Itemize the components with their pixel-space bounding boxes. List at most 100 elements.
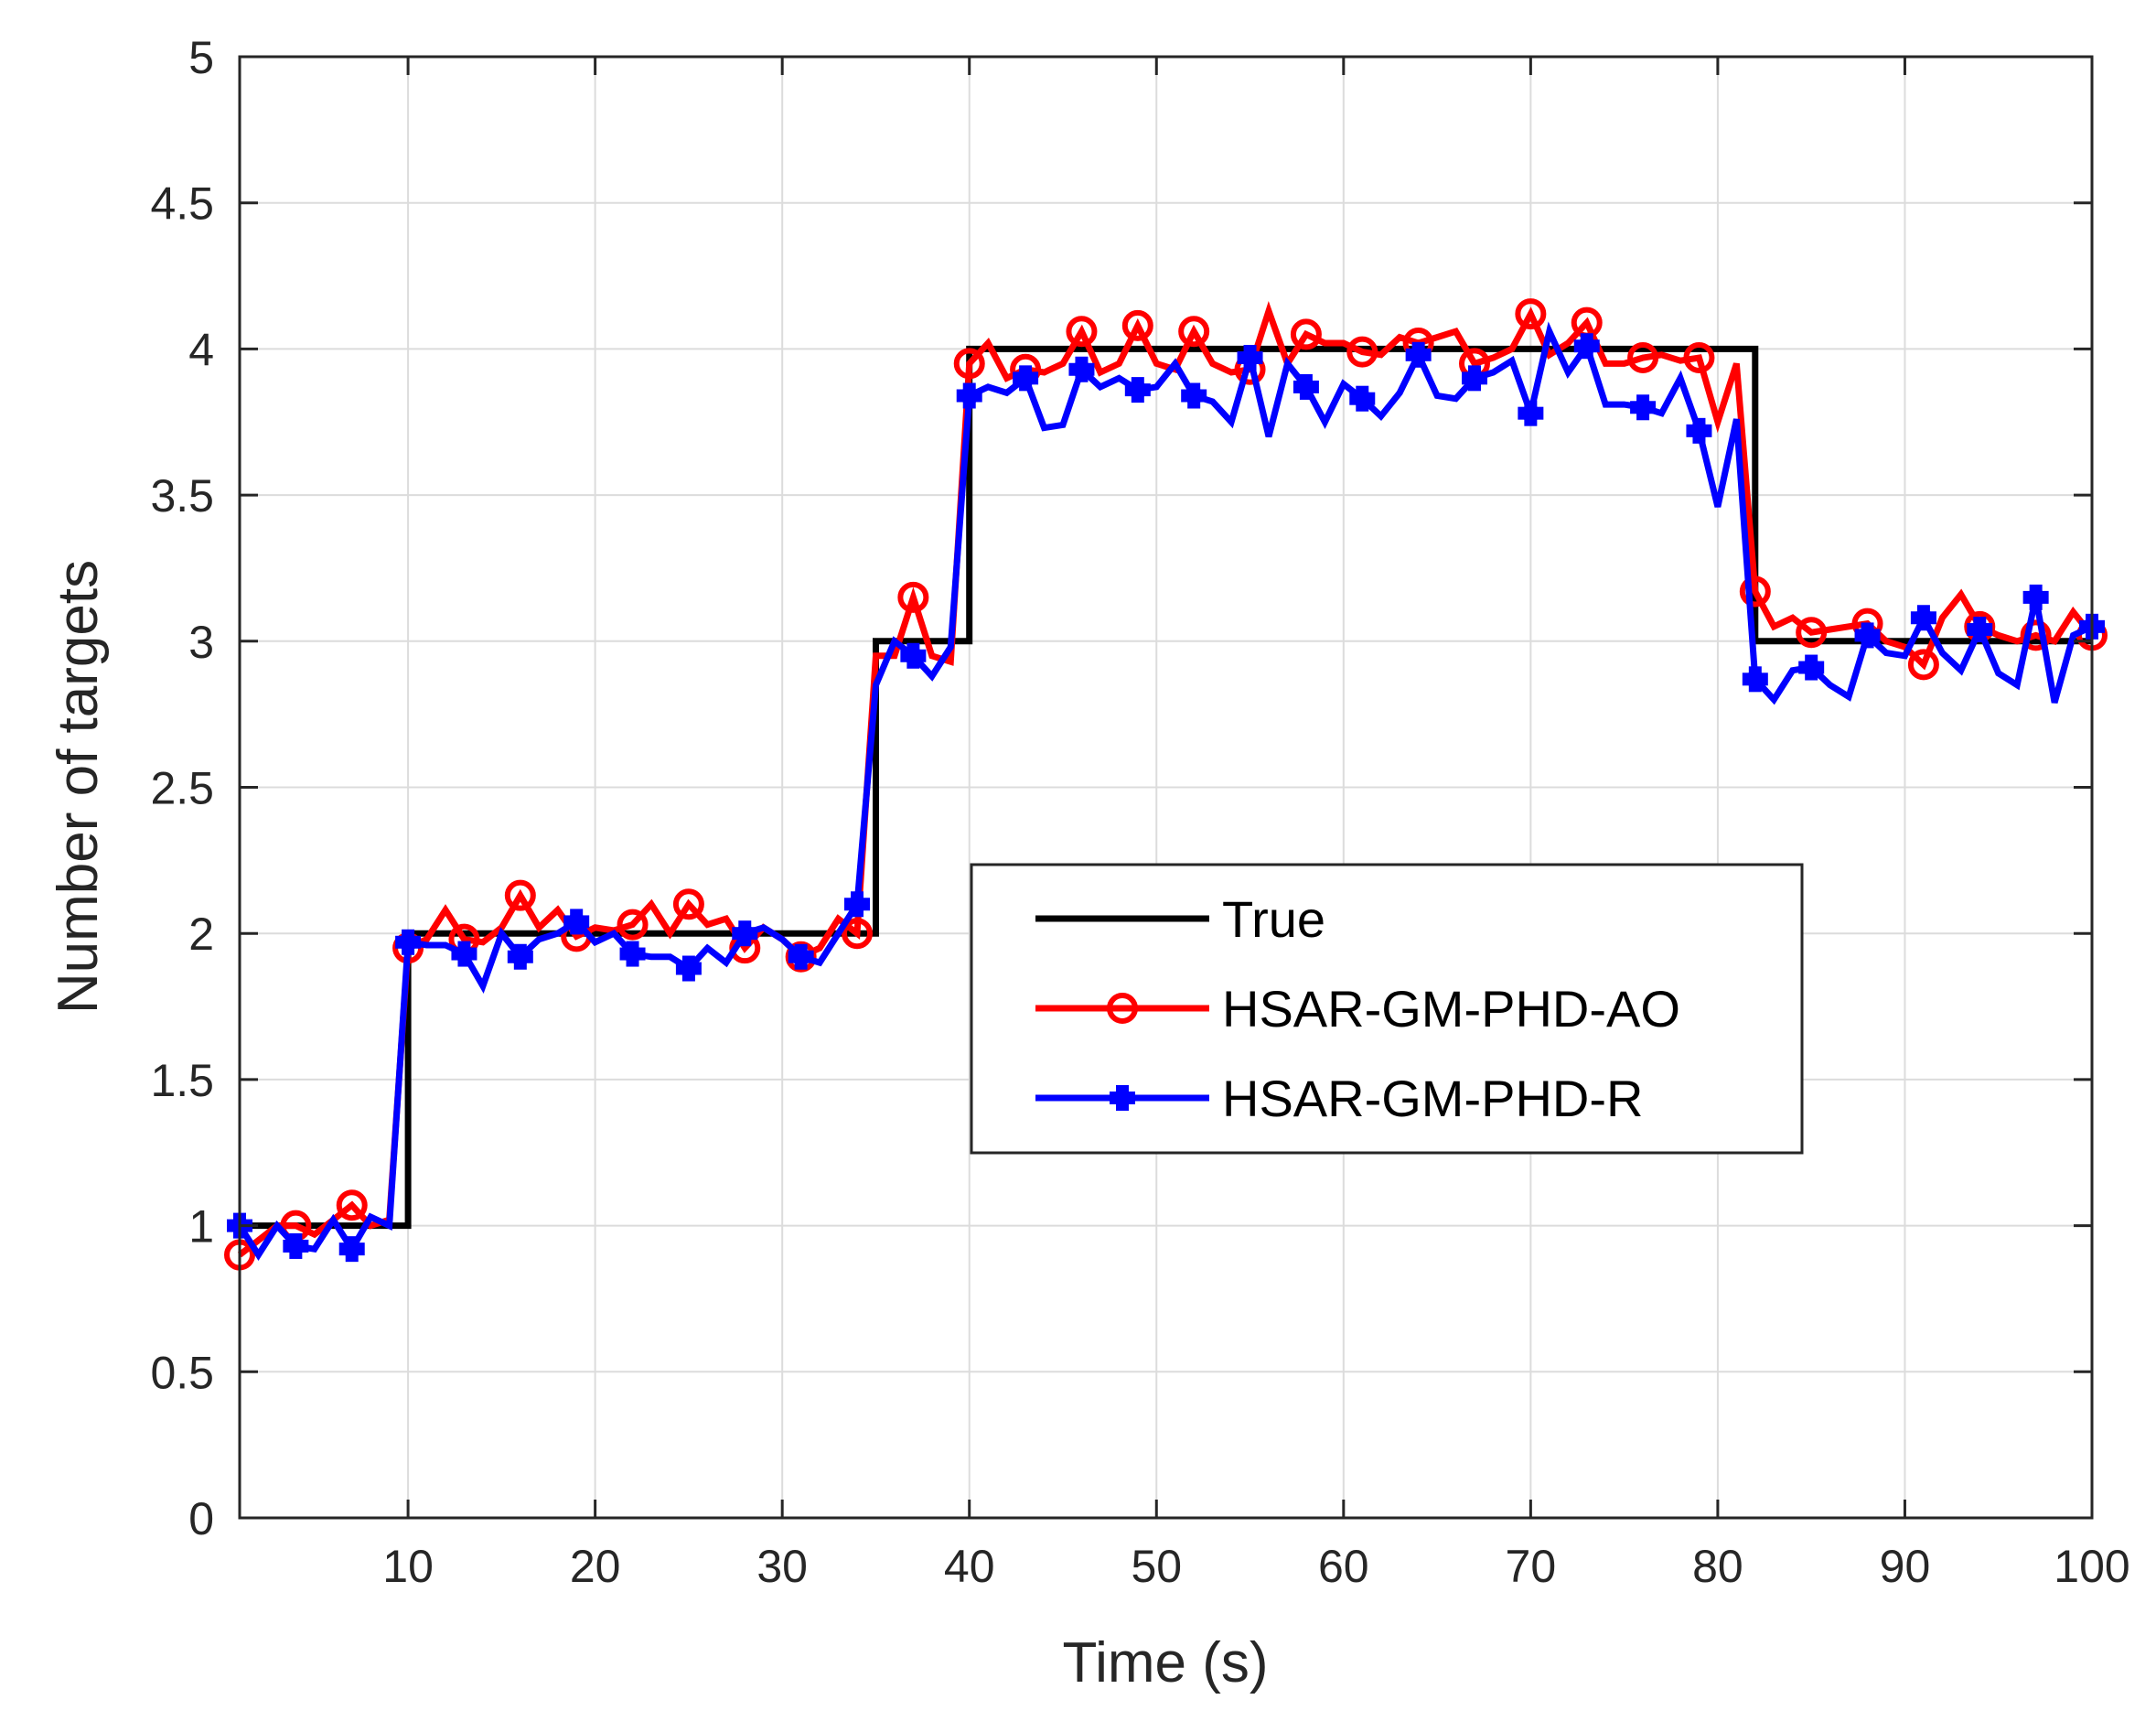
legend-label: True <box>1222 890 1325 948</box>
data-point-marker <box>1293 373 1319 400</box>
marker-plus-core <box>1970 620 1990 640</box>
data-point-marker <box>283 1232 309 1259</box>
data-point-marker <box>732 920 758 947</box>
data-point-marker <box>1854 622 1881 649</box>
data-point-marker <box>2020 619 2052 651</box>
data-point-marker <box>788 943 814 970</box>
x-axis-title: Time (s) <box>1063 1631 1269 1694</box>
y-tick-label: 4.5 <box>150 178 214 230</box>
marker-plus-core <box>1128 381 1147 400</box>
y-tick-label: 4 <box>188 324 214 375</box>
marker-plus-core <box>1914 608 1933 628</box>
data-point-marker <box>1796 617 1828 649</box>
ticks <box>240 55 2094 1520</box>
marker-plus-core <box>567 912 586 931</box>
marker-plus-core <box>960 386 979 405</box>
legend-entries: True HSAR-GM-PHD-AO HSAR-GM-PHD-R <box>1035 890 1680 1127</box>
data-point-marker <box>844 891 870 918</box>
marker-plus-core <box>735 924 755 943</box>
legend-marker <box>1110 1085 1135 1111</box>
data-point-marker <box>1349 385 1376 412</box>
marker-plus-core <box>286 1236 306 1255</box>
marker-plus-core <box>1072 360 1091 379</box>
legend-entry: HSAR-GM-PHD-AO <box>1035 980 1680 1038</box>
data-point-marker <box>1346 336 1378 368</box>
data-point-marker <box>956 382 982 409</box>
legend-marker <box>1107 993 1138 1024</box>
marker-plus-core <box>1577 337 1596 356</box>
y-tick-label: 0 <box>188 1493 214 1544</box>
marker-plus-core <box>1240 348 1260 367</box>
y-tick-label: 0.5 <box>150 1347 214 1398</box>
series-hsar-gm-phd-r <box>227 321 2105 1263</box>
x-tick-label: 10 <box>382 1541 434 1592</box>
y-tick-label: 1 <box>188 1201 214 1253</box>
x-tick-label: 20 <box>570 1541 621 1592</box>
series-true <box>240 345 2092 1230</box>
x-tick-label: 60 <box>1318 1541 1369 1592</box>
data-point-marker <box>617 909 649 941</box>
marker-plus-core <box>1521 403 1540 423</box>
y-tick-label: 3 <box>188 617 214 668</box>
legend: True HSAR-GM-PHD-AO HSAR-GM-PHD-R <box>970 863 1804 1155</box>
data-point-marker <box>1515 298 1547 330</box>
y-axis-title: Number of targets <box>47 560 110 1014</box>
marker-plus-core <box>455 944 474 963</box>
marker-plus-core <box>2026 587 2045 607</box>
marker-plus-core <box>1689 421 1709 440</box>
data-point-marker <box>1518 400 1544 426</box>
data-point-marker <box>504 879 536 911</box>
data-point-marker <box>1627 341 1659 373</box>
data-point-marker <box>2022 584 2049 610</box>
data-point-marker <box>1178 316 1210 348</box>
y-tick-label: 3.5 <box>150 470 214 522</box>
legend-label: HSAR-GM-PHD-AO <box>1222 980 1680 1038</box>
marker-plus-core <box>1185 386 1204 405</box>
data-point-marker <box>1907 649 1939 681</box>
marker-plus-core <box>623 944 642 963</box>
y-tick-label: 2 <box>188 909 214 960</box>
data-point-marker <box>619 941 646 967</box>
data-point-marker <box>1066 316 1098 348</box>
data-point-marker <box>1462 365 1487 392</box>
tick-labels: 10 20 30 40 50 60 70 80 90 100 0 0.5 1 1.5 2 2.5 3 3.5 4 4.… <box>150 32 2129 1592</box>
x-tick-label: 50 <box>1131 1541 1182 1592</box>
y-tick-label: 1.5 <box>150 1055 214 1106</box>
data-point-marker <box>897 581 929 613</box>
marker-plus-core <box>791 947 810 966</box>
x-tick-label: 30 <box>756 1541 808 1592</box>
data-point-marker <box>1237 344 1263 371</box>
data-point-marker <box>900 642 927 669</box>
data-point-marker <box>1683 341 1715 373</box>
marker-plus-core <box>1745 670 1764 689</box>
x-tick-label: 100 <box>2054 1541 2129 1592</box>
series-layer <box>224 298 2108 1271</box>
data-point-marker <box>1013 365 1039 392</box>
marker-plus-core <box>399 932 418 952</box>
marker-plus-core <box>1353 389 1372 408</box>
marker-plus-core <box>1465 369 1484 388</box>
data-point-marker <box>1742 666 1768 693</box>
data-point-marker <box>1910 605 1936 631</box>
x-tick-label: 90 <box>1880 1541 1931 1592</box>
data-point-marker <box>563 909 590 935</box>
marker-plus-core <box>1802 658 1821 677</box>
marker-plus-core <box>342 1240 361 1259</box>
data-point-marker <box>395 929 422 955</box>
data-point-marker <box>1739 575 1771 608</box>
legend-entry: HSAR-GM-PHD-R <box>1035 1070 1643 1127</box>
marker-plus-core <box>904 646 923 665</box>
marker-plus-core <box>1016 369 1035 388</box>
data-point-marker <box>336 1189 368 1221</box>
data-point-marker <box>672 888 704 920</box>
x-tick-label: 80 <box>1692 1541 1743 1592</box>
data-point-marker <box>1181 382 1207 409</box>
data-point-marker <box>1630 394 1657 421</box>
marker-plus-core <box>510 947 530 966</box>
marker-plus-core <box>848 895 866 914</box>
x-tick-label: 70 <box>1506 1541 1557 1592</box>
data-point-marker <box>1290 318 1322 350</box>
y-tick-label: 5 <box>188 32 214 83</box>
data-point-marker <box>1068 356 1095 382</box>
